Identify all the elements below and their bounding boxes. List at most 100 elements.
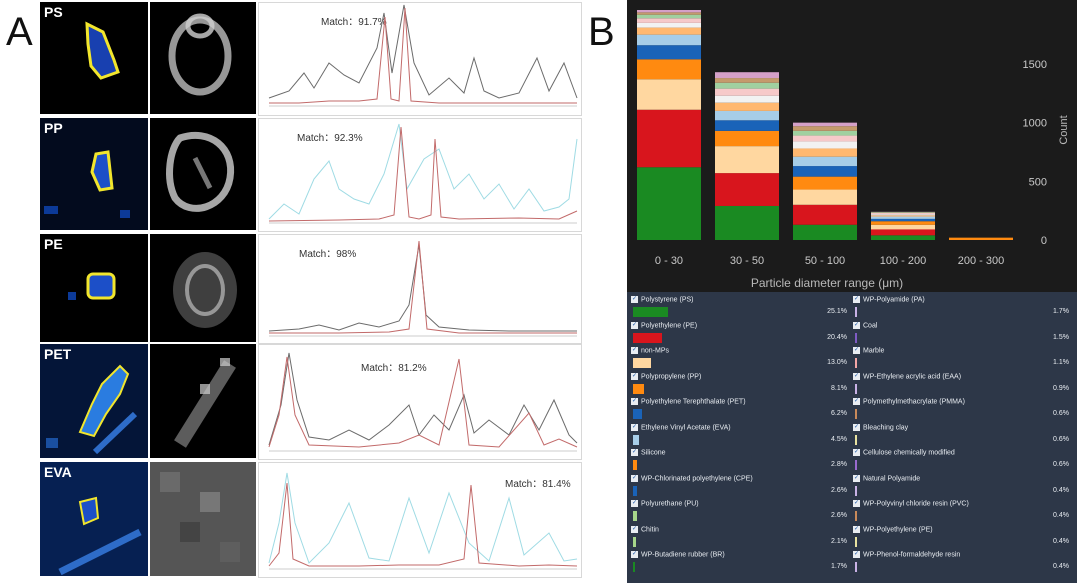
- x-tick-label: 100 - 200: [880, 255, 926, 267]
- legend-percent: 0.6%: [1053, 461, 1069, 468]
- legend-percent: 1.5%: [1053, 333, 1069, 341]
- checkbox-icon[interactable]: ✓: [853, 474, 860, 482]
- checkbox-icon[interactable]: ✓: [853, 321, 860, 329]
- legend-bar: [855, 409, 857, 419]
- bar-segment: [871, 218, 935, 222]
- particle-size-chart: 0 500 1000 1500 0 - 30 30 - 50 50 - 100 100 - …: [627, 0, 1077, 292]
- legend-bar: [633, 307, 669, 317]
- bar-segment: [637, 12, 701, 15]
- bar-segment: [871, 212, 935, 214]
- legend-item[interactable]: ✓ Polyurethane (PU): [631, 500, 699, 507]
- legend-bar: [633, 332, 662, 343]
- x-tick-label: 200 - 300: [958, 255, 1004, 267]
- bar-segment: [871, 221, 935, 225]
- checkbox-icon[interactable]: ✓: [631, 449, 638, 456]
- checkbox-icon[interactable]: ✓: [631, 423, 638, 431]
- bar-segment: [715, 82, 779, 89]
- bar-segment: [637, 79, 701, 110]
- checkbox-icon[interactable]: ✓: [631, 347, 638, 354]
- bar-segment: [637, 34, 701, 46]
- legend-item[interactable]: ✓ WP-Polyamide (PA): [853, 296, 925, 303]
- legend-item[interactable]: ✓ Marble: [853, 347, 884, 354]
- bar-segment: [871, 224, 935, 230]
- spectrum-row-eva: EVA Match：81.4%: [40, 462, 582, 578]
- checkbox-icon[interactable]: ✓: [853, 551, 860, 558]
- stacked-bar-chart: 0 500 1000 1500 0 - 30 30 - 50 50 - 100 100 - …: [637, 10, 1070, 290]
- legend-percent: 25.1%: [827, 308, 847, 315]
- checkbox-icon[interactable]: ✓: [853, 296, 860, 303]
- checkbox-icon[interactable]: ✓: [631, 525, 638, 533]
- legend-bar: [855, 434, 857, 445]
- checkbox-icon[interactable]: ✓: [631, 474, 638, 482]
- bar-segment: [715, 120, 779, 131]
- legend-item[interactable]: ✓ Polyethylene Terephthalate (PET): [631, 398, 746, 405]
- particle-label: PE: [44, 236, 63, 252]
- checkbox-icon[interactable]: ✓: [853, 347, 860, 354]
- legend-item[interactable]: ✓ Coal: [853, 321, 878, 329]
- checkbox-icon[interactable]: ✓: [853, 372, 860, 380]
- bar-segment: [637, 10, 701, 13]
- checkbox-icon[interactable]: ✓: [631, 372, 638, 380]
- legend-percent: 4.5%: [831, 435, 847, 443]
- legend-item[interactable]: ✓ WP-Phenol-formaldehyde resin: [853, 551, 960, 558]
- spectrum-plot-eva: Match：81.4%: [258, 462, 582, 578]
- particle-image-pp: PP: [40, 118, 148, 230]
- particle-image-pe: PE: [40, 234, 148, 342]
- bar-segment: [637, 45, 701, 60]
- legend-label: Coal: [863, 321, 878, 329]
- legend-percent: 2.6%: [831, 486, 847, 494]
- spectrum-row-pet: PET Match：81.2%: [40, 344, 582, 460]
- legend-percent: 0.6%: [1053, 410, 1069, 417]
- bar-segment: [715, 88, 779, 96]
- particle-image-pet: PET: [40, 344, 148, 458]
- legend-item[interactable]: ✓ Bleaching clay: [853, 423, 908, 431]
- checkbox-icon[interactable]: ✓: [853, 500, 860, 507]
- bar-segment: [871, 213, 935, 215]
- legend-percent: 0.9%: [1053, 384, 1069, 392]
- bar-segment: [871, 216, 935, 219]
- checkbox-icon[interactable]: ✓: [631, 551, 638, 558]
- legend-item[interactable]: ✓ WP-Ethylene acrylic acid (EAA): [853, 372, 961, 380]
- legend-label: non-MPs: [641, 347, 670, 355]
- bar-segment: [793, 135, 857, 142]
- particle-outline: [85, 21, 120, 80]
- legend-percent: 2.8%: [831, 461, 847, 468]
- legend-item[interactable]: ✓ non-MPs: [631, 347, 669, 354]
- legend-item[interactable]: ✓ Silicone: [631, 449, 666, 456]
- legend-item[interactable]: ✓ Ethylene Vinyl Acetate (EVA): [631, 423, 731, 431]
- legend-item[interactable]: ✓ Polymethylmethacrylate (PMMA): [853, 398, 965, 405]
- checkbox-icon[interactable]: ✓: [853, 398, 860, 405]
- legend-item[interactable]: ✓ Cellulose chemically modified: [853, 449, 955, 456]
- checkbox-icon[interactable]: ✓: [853, 449, 860, 456]
- legend-item[interactable]: ✓ Polystyrene (PS): [631, 296, 694, 303]
- bar-segment: [949, 237, 1013, 240]
- legend-item[interactable]: ✓ WP-Polyvinyl chloride resin (PVC): [853, 500, 969, 507]
- particle-label: PS: [44, 4, 63, 20]
- legend-item[interactable]: ✓ Natural Polyamide: [853, 474, 920, 482]
- bar-segment: [793, 204, 857, 225]
- checkbox-icon[interactable]: ✓: [631, 296, 638, 303]
- y-tick-label: 500: [1029, 176, 1047, 188]
- legend-item[interactable]: ✓ WP-Butadiene rubber (BR): [631, 551, 725, 558]
- legend-label: WP-Phenol-formaldehyde resin: [863, 551, 961, 559]
- checkbox-icon[interactable]: ✓: [631, 321, 638, 329]
- spectrum-plot-pe: Match：98%: [258, 234, 582, 344]
- bar-segment: [715, 110, 779, 121]
- legend-item[interactable]: ✓ WP-Polyethylene (PE): [853, 525, 933, 533]
- legend-label: Polyethylene Terephthalate (PET): [641, 398, 746, 406]
- legend-bar: [633, 562, 636, 572]
- checkbox-icon[interactable]: ✓: [853, 525, 860, 533]
- legend-item[interactable]: ✓ Polyethylene (PE): [631, 321, 697, 329]
- checkbox-icon[interactable]: ✓: [853, 423, 860, 431]
- raman-image-eva: [150, 462, 256, 576]
- legend-label: WP-Polyethylene (PE): [863, 525, 933, 533]
- legend-percent: 13.0%: [827, 359, 847, 366]
- legend-item[interactable]: ✓ WP-Chlorinated polyethylene (CPE): [631, 474, 753, 482]
- bar-segment: [793, 224, 857, 240]
- checkbox-icon[interactable]: ✓: [631, 398, 638, 405]
- checkbox-icon[interactable]: ✓: [631, 500, 638, 507]
- legend-item[interactable]: ✓ Chitin: [631, 525, 659, 533]
- bar-segment: [637, 109, 701, 168]
- bar-segment: [637, 167, 701, 240]
- legend-item[interactable]: ✓ Polypropylene (PP): [631, 372, 701, 380]
